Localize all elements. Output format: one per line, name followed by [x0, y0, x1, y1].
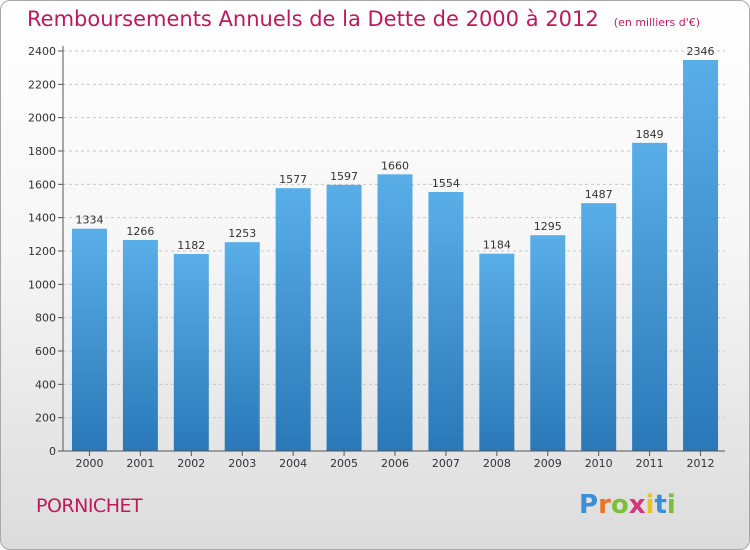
data-label: 1182 — [177, 239, 205, 252]
y-tick-label: 2200 — [28, 78, 56, 91]
x-tick-label: 2006 — [381, 457, 409, 470]
bar — [683, 60, 719, 451]
y-tick-label: 1400 — [28, 212, 56, 225]
x-tick-label: 2011 — [636, 457, 664, 470]
bar — [428, 192, 464, 451]
logo-letter: o — [610, 490, 629, 520]
bar — [632, 142, 668, 452]
bar — [275, 188, 311, 451]
bar — [377, 174, 413, 452]
bar-layer — [71, 60, 719, 452]
y-tick-label: 1600 — [28, 178, 56, 191]
y-tick-label: 0 — [49, 445, 56, 458]
data-label: 1597 — [330, 170, 358, 183]
bar — [173, 254, 209, 451]
bar — [530, 235, 566, 451]
data-label: 1334 — [75, 214, 103, 227]
data-label: 1184 — [483, 239, 511, 252]
bar — [581, 203, 617, 451]
y-tick-label: 800 — [35, 312, 56, 325]
data-label: 1487 — [585, 188, 613, 201]
x-tick-label: 2012 — [687, 457, 715, 470]
y-tick-label: 1000 — [28, 278, 56, 291]
x-tick-label: 2004 — [279, 457, 307, 470]
y-tick-label: 2000 — [28, 112, 56, 125]
bar — [122, 240, 158, 451]
data-label: 1660 — [381, 159, 409, 172]
data-label: 1295 — [534, 220, 562, 233]
data-label: 2346 — [687, 45, 715, 58]
x-tick-label: 2005 — [330, 457, 358, 470]
bar — [326, 184, 362, 452]
x-tick-label: 2008 — [483, 457, 511, 470]
logo-letter: t — [654, 490, 667, 520]
bar — [224, 242, 260, 451]
logo-letter: i — [666, 490, 676, 520]
axis-layer: 0 200 400 600 800 1000 1200 1400 1600 1800 2000 220… — [28, 45, 725, 470]
chart-title: Remboursements Annuels de la Dette de 20… — [27, 7, 599, 31]
town-name: PORNICHET — [36, 495, 143, 517]
chart-unit: (en milliers d'€) — [613, 16, 701, 29]
y-tick-label: 1200 — [28, 245, 56, 258]
y-tick-label: 1800 — [28, 145, 56, 158]
data-label: 1253 — [228, 227, 256, 240]
bar — [479, 253, 515, 451]
x-tick-label: 2000 — [75, 457, 103, 470]
logo-letter: x — [628, 490, 646, 520]
x-tick-label: 2007 — [432, 457, 460, 470]
logo-letter: r — [598, 490, 611, 520]
logo-letter: P — [579, 490, 599, 520]
x-tick-label: 2003 — [228, 457, 256, 470]
data-label: 1577 — [279, 173, 307, 186]
data-label: 1266 — [126, 225, 154, 238]
label-layer: 1334 1266 1182 1253 1577 1597 1660 1554 1184 1295… — [75, 45, 714, 252]
data-label: 1554 — [432, 177, 460, 190]
y-tick-label: 2400 — [28, 45, 56, 58]
x-tick-label: 2009 — [534, 457, 562, 470]
y-tick-label: 400 — [35, 378, 56, 391]
title-row: Remboursements Annuels de la Dette de 20… — [27, 7, 700, 31]
x-tick-label: 2010 — [585, 457, 613, 470]
proxiti-logo[interactable]: Proxiti — [579, 490, 676, 520]
data-label: 1849 — [636, 128, 664, 141]
bar — [71, 228, 107, 451]
y-tick-label: 200 — [35, 412, 56, 425]
x-tick-label: 2002 — [177, 457, 205, 470]
logo-letter: i — [645, 490, 655, 520]
x-tick-label: 2001 — [126, 457, 154, 470]
y-tick-label: 600 — [35, 345, 56, 358]
